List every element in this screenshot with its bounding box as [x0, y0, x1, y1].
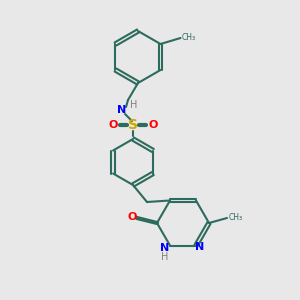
Text: O: O: [148, 120, 158, 130]
Text: CH₃: CH₃: [182, 34, 196, 43]
Text: N: N: [160, 242, 169, 253]
Text: O: O: [127, 212, 137, 222]
Text: N: N: [117, 105, 127, 115]
Text: CH₃: CH₃: [229, 214, 243, 223]
Text: H: H: [130, 100, 138, 110]
Text: S: S: [128, 118, 138, 132]
Text: O: O: [108, 120, 118, 130]
Text: N: N: [195, 242, 205, 251]
Text: H: H: [161, 251, 169, 262]
